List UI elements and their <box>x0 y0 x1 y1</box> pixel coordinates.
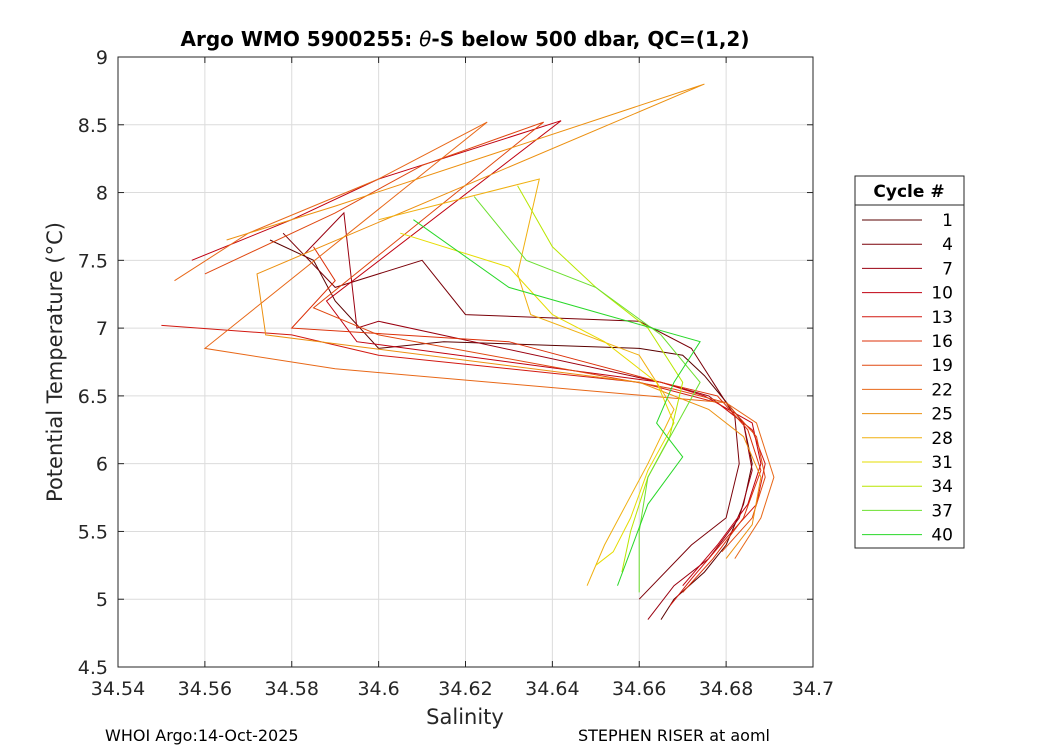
legend-label-cycle-28: 28 <box>931 429 953 449</box>
series-line-cycle-31 <box>400 232 675 566</box>
series-line-cycle-37 <box>473 196 701 593</box>
y-tick-label: 6 <box>96 454 108 476</box>
y-tick-label: 5.5 <box>78 521 108 543</box>
legend-items: 1 4 7 10 13 16 19 22 25 28 31 34 37 40 <box>862 211 953 546</box>
x-tick-label: 34.54 <box>91 678 145 700</box>
legend-label-cycle-16: 16 <box>931 332 953 352</box>
legend-label-cycle-13: 13 <box>931 308 953 328</box>
footer-right: STEPHEN RISER at aoml <box>578 726 770 745</box>
x-tick-label: 34.68 <box>699 678 753 700</box>
series-line-cycle-13 <box>161 324 766 607</box>
x-tick-label: 34.66 <box>612 678 666 700</box>
series-line-cycle-25 <box>226 83 762 559</box>
series-line-cycle-22 <box>174 121 775 559</box>
y-axis-label: Potential Temperature (°C) <box>43 222 67 502</box>
x-tick-label: 34.62 <box>438 678 492 700</box>
legend-label-cycle-37: 37 <box>931 501 953 521</box>
x-tick-label: 34.58 <box>265 678 319 700</box>
series-line-cycle-4 <box>282 232 740 600</box>
grid-lines <box>117 56 814 668</box>
legend-label-cycle-19: 19 <box>931 356 953 376</box>
x-tick-label: 34.6 <box>357 678 399 700</box>
legend-label-cycle-25: 25 <box>931 405 953 425</box>
x-tick-label: 34.56 <box>178 678 232 700</box>
series-line-cycle-40 <box>413 219 701 586</box>
x-axis-label: Salinity <box>426 705 504 729</box>
legend-label-cycle-34: 34 <box>931 477 953 497</box>
x-tick-label: 34.64 <box>525 678 579 700</box>
series-line-cycle-16 <box>290 246 762 593</box>
y-tick-label: 8 <box>96 183 108 205</box>
chart-title: Argo WMO 5900255: θ-S below 500 dbar, QC… <box>181 27 750 51</box>
legend-label-cycle-7: 7 <box>942 259 953 279</box>
legend-label-cycle-1: 1 <box>942 211 953 231</box>
y-tick-label: 5 <box>96 589 108 611</box>
footer-left: WHOI Argo:14-Oct-2025 <box>105 726 299 745</box>
series-line-cycle-7 <box>304 211 753 620</box>
y-tick-label: 7 <box>96 318 108 340</box>
legend-label-cycle-22: 22 <box>931 380 953 400</box>
y-tick-label: 7.5 <box>78 250 108 272</box>
series-line-cycle-34 <box>517 185 684 573</box>
legend: Cycle # 1 4 7 10 13 16 19 22 25 28 31 34 37 40 <box>854 175 965 549</box>
legend-label-cycle-31: 31 <box>931 453 953 473</box>
y-tick-label: 6.5 <box>78 386 108 408</box>
legend-label-cycle-10: 10 <box>931 284 953 304</box>
legend-title: Cycle # <box>873 182 944 202</box>
y-tick-label: 4.5 <box>78 657 108 679</box>
y-tick-label: 9 <box>96 47 108 69</box>
axis-ticks: 34.54 34.56 34.58 34.6 34.62 34.64 34.66 34.68 3… <box>78 47 834 700</box>
series-line-cycle-19 <box>204 121 766 553</box>
profile-lines <box>161 83 775 620</box>
series-line-cycle-1 <box>269 239 753 620</box>
legend-label-cycle-4: 4 <box>942 235 953 255</box>
x-tick-label: 34.7 <box>792 678 834 700</box>
legend-label-cycle-40: 40 <box>931 526 953 546</box>
y-tick-label: 8.5 <box>78 115 108 137</box>
